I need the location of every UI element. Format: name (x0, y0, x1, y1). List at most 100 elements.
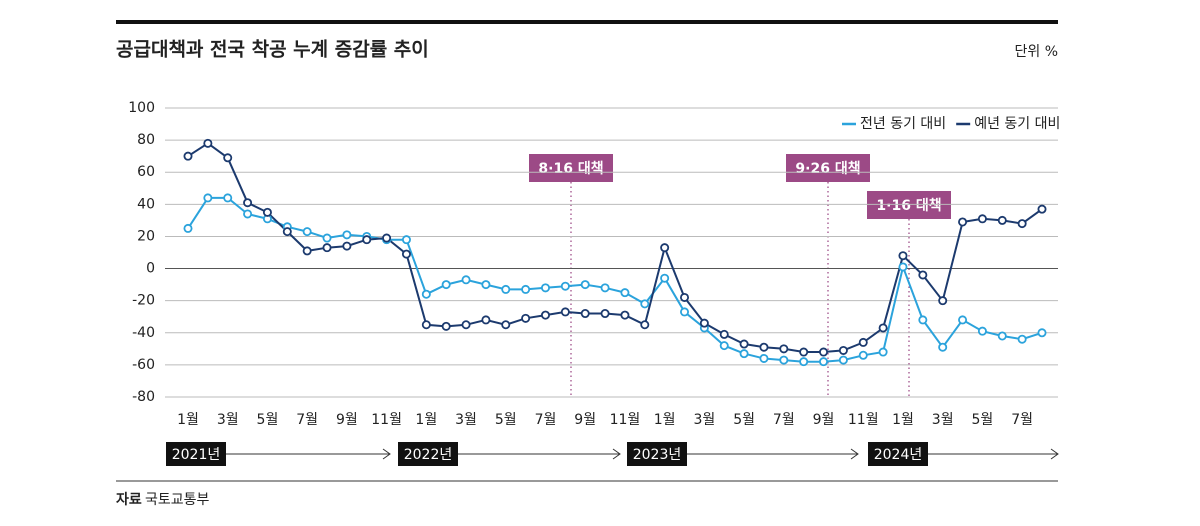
x-tick-label: 5월 (257, 412, 279, 428)
point (421, 289, 431, 299)
point (401, 249, 411, 259)
point (501, 284, 511, 294)
point (560, 307, 570, 317)
point (819, 347, 829, 357)
arrow-head (382, 448, 391, 460)
point (421, 320, 431, 330)
x-tick-label: 9월 (574, 412, 596, 428)
year-box (398, 442, 458, 466)
point (1037, 328, 1047, 338)
point (282, 227, 292, 237)
legend-label: 예년 동기 대비 (974, 116, 1060, 132)
point (640, 320, 650, 330)
y-tick-label: -40 (132, 325, 155, 341)
legend-label: 전년 동기 대비 (860, 116, 946, 132)
point (441, 280, 451, 290)
top-rule (116, 20, 1058, 24)
point (660, 243, 670, 253)
arrow-head (850, 448, 859, 460)
source-label: 자료 (116, 492, 142, 508)
point (342, 241, 352, 251)
point (898, 251, 908, 261)
point (799, 357, 809, 367)
x-tick-label: 7월 (1011, 412, 1033, 428)
point (521, 284, 531, 294)
annotation-box (867, 191, 951, 219)
point (322, 243, 332, 253)
point (699, 318, 709, 328)
point (580, 309, 590, 319)
point (898, 262, 908, 272)
year-label: 2021년 (172, 447, 221, 463)
point (342, 230, 352, 240)
x-tick-label: 7월 (773, 412, 795, 428)
y-tick-label: -80 (132, 389, 155, 405)
point (640, 299, 650, 309)
y-tick-label: -20 (132, 293, 155, 309)
y-tick-label: 20 (137, 228, 155, 244)
x-tick-label: 1월 (892, 412, 914, 428)
point (620, 310, 630, 320)
point (858, 350, 868, 360)
point (918, 315, 928, 325)
point (560, 281, 570, 291)
x-tick-label: 9월 (336, 412, 358, 428)
point (183, 151, 193, 161)
y-tick-label: 80 (137, 132, 155, 148)
annotation-text: 1·16 대책 (876, 198, 941, 214)
point (779, 355, 789, 365)
point (302, 227, 312, 237)
source: 국토교통부 (145, 492, 210, 508)
x-tick-label: 1월 (177, 412, 199, 428)
point (739, 349, 749, 359)
point (461, 275, 471, 285)
series-line (187, 196, 1043, 363)
x-tick-label: 7월 (535, 412, 557, 428)
x-tick-label: 1월 (415, 412, 437, 428)
point (1037, 204, 1047, 214)
point (858, 337, 868, 347)
point (600, 283, 610, 293)
annotation-text: 8·16 대책 (538, 161, 603, 177)
point (481, 315, 491, 325)
x-tick-label: 3월 (932, 412, 954, 428)
x-tick-label: 5월 (972, 412, 994, 428)
point (322, 233, 332, 243)
year-axis: 2021년 2022년 2023년 2024년 (166, 442, 1059, 466)
x-tick-label: 1월 (654, 412, 676, 428)
point (759, 342, 769, 352)
point (302, 246, 312, 256)
point (918, 270, 928, 280)
arrow-head (612, 448, 621, 460)
x-tick-label: 3월 (693, 412, 715, 428)
point (878, 323, 888, 333)
point (501, 320, 511, 330)
point (243, 198, 253, 208)
point (521, 313, 531, 323)
point (719, 329, 729, 339)
x-tick-label: 11월 (371, 412, 402, 428)
year-label: 2023년 (633, 447, 682, 463)
x-tick-label: 7월 (296, 412, 318, 428)
y-tick-label: 100 (128, 100, 155, 116)
point (262, 207, 272, 217)
point (759, 353, 769, 363)
point (1017, 219, 1027, 229)
point (878, 347, 888, 357)
point (223, 153, 233, 163)
point (799, 347, 809, 357)
point (620, 288, 630, 298)
x-tick-label: 11월 (848, 412, 879, 428)
point (838, 345, 848, 355)
year-box (627, 442, 687, 466)
point (203, 138, 213, 148)
point (203, 193, 213, 203)
point (540, 310, 550, 320)
point (997, 331, 1007, 341)
point (680, 292, 690, 302)
x-tick-label: 9월 (813, 412, 835, 428)
point (938, 296, 948, 306)
unit-label: 단위 % (1014, 44, 1058, 60)
point (481, 280, 491, 290)
